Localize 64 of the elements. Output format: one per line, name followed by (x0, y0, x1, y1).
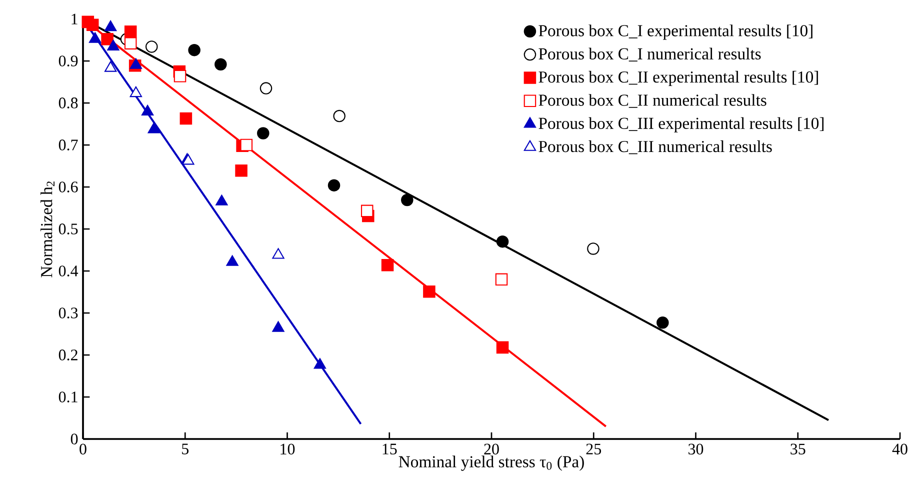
point (130, 58, 142, 69)
point (130, 86, 142, 98)
point (86, 18, 99, 32)
point (141, 104, 154, 116)
legend-label: Porous box C_II experimental results [10] (538, 70, 818, 86)
x-tick-label: 0 (80, 444, 86, 454)
y-tick-label: 1 (72, 14, 78, 24)
legend-label: Porous box C_III experimental results [10] (538, 117, 824, 132)
point (124, 37, 137, 50)
x-tick-label: 35 (790, 444, 806, 454)
y-tick-label: 0.7 (58, 140, 78, 150)
point (124, 25, 137, 38)
y-tick-label: 0.8 (58, 98, 78, 108)
point (260, 82, 272, 94)
point (107, 40, 120, 50)
point (148, 122, 160, 134)
point (216, 194, 228, 206)
point (328, 179, 340, 192)
x-axis-title: Nominal yield stress τ$_{0}$ (Pa) (398, 456, 584, 471)
point (214, 58, 227, 70)
point (188, 44, 200, 56)
point (272, 321, 284, 332)
y-axis-title: Normalized h$_{2}$ (40, 181, 54, 278)
legend-label: Porous box C_I numerical results (538, 48, 761, 62)
point (587, 242, 600, 255)
point (496, 235, 509, 248)
point (174, 70, 186, 82)
x-tick-label: 30 (688, 444, 704, 454)
y-tick-label: 0.5 (58, 224, 78, 234)
y-tick-label: 0.3 (58, 308, 78, 318)
x-tick-label: 25 (586, 444, 602, 454)
point (101, 33, 114, 46)
point (104, 20, 117, 32)
x-tick-label: 40 (892, 444, 908, 454)
y-tick-label: 0.9 (58, 56, 78, 66)
legend-label: Porous box C_I experimental results [10] (538, 24, 812, 40)
point (314, 358, 326, 369)
point (257, 127, 270, 140)
x-tick-label: 15 (382, 444, 397, 454)
y-tick-label: 0.4 (58, 266, 78, 276)
point (88, 32, 102, 43)
point (333, 110, 346, 122)
point (240, 138, 253, 152)
point (401, 194, 414, 206)
point (381, 258, 394, 272)
point (496, 341, 509, 354)
y-tick-label: 0 (70, 434, 78, 444)
point (180, 112, 192, 125)
point (423, 285, 436, 298)
point (360, 204, 374, 218)
y-tick-label: 0.1 (58, 392, 78, 402)
legend-label: Porous box C_II numerical results (538, 94, 766, 108)
x-tick-label: 20 (484, 444, 499, 454)
x-tick-label: 10 (280, 444, 295, 454)
point (104, 61, 117, 72)
point (235, 164, 248, 177)
y-tick-label: 0.6 (58, 182, 78, 192)
point (272, 248, 284, 259)
point (226, 255, 238, 266)
x-tick-label: 5 (182, 444, 189, 454)
legend-label: Porous box C_III numerical results (538, 140, 772, 154)
y-tick-label: 0.2 (58, 350, 78, 360)
point (656, 316, 669, 329)
point (145, 40, 158, 53)
